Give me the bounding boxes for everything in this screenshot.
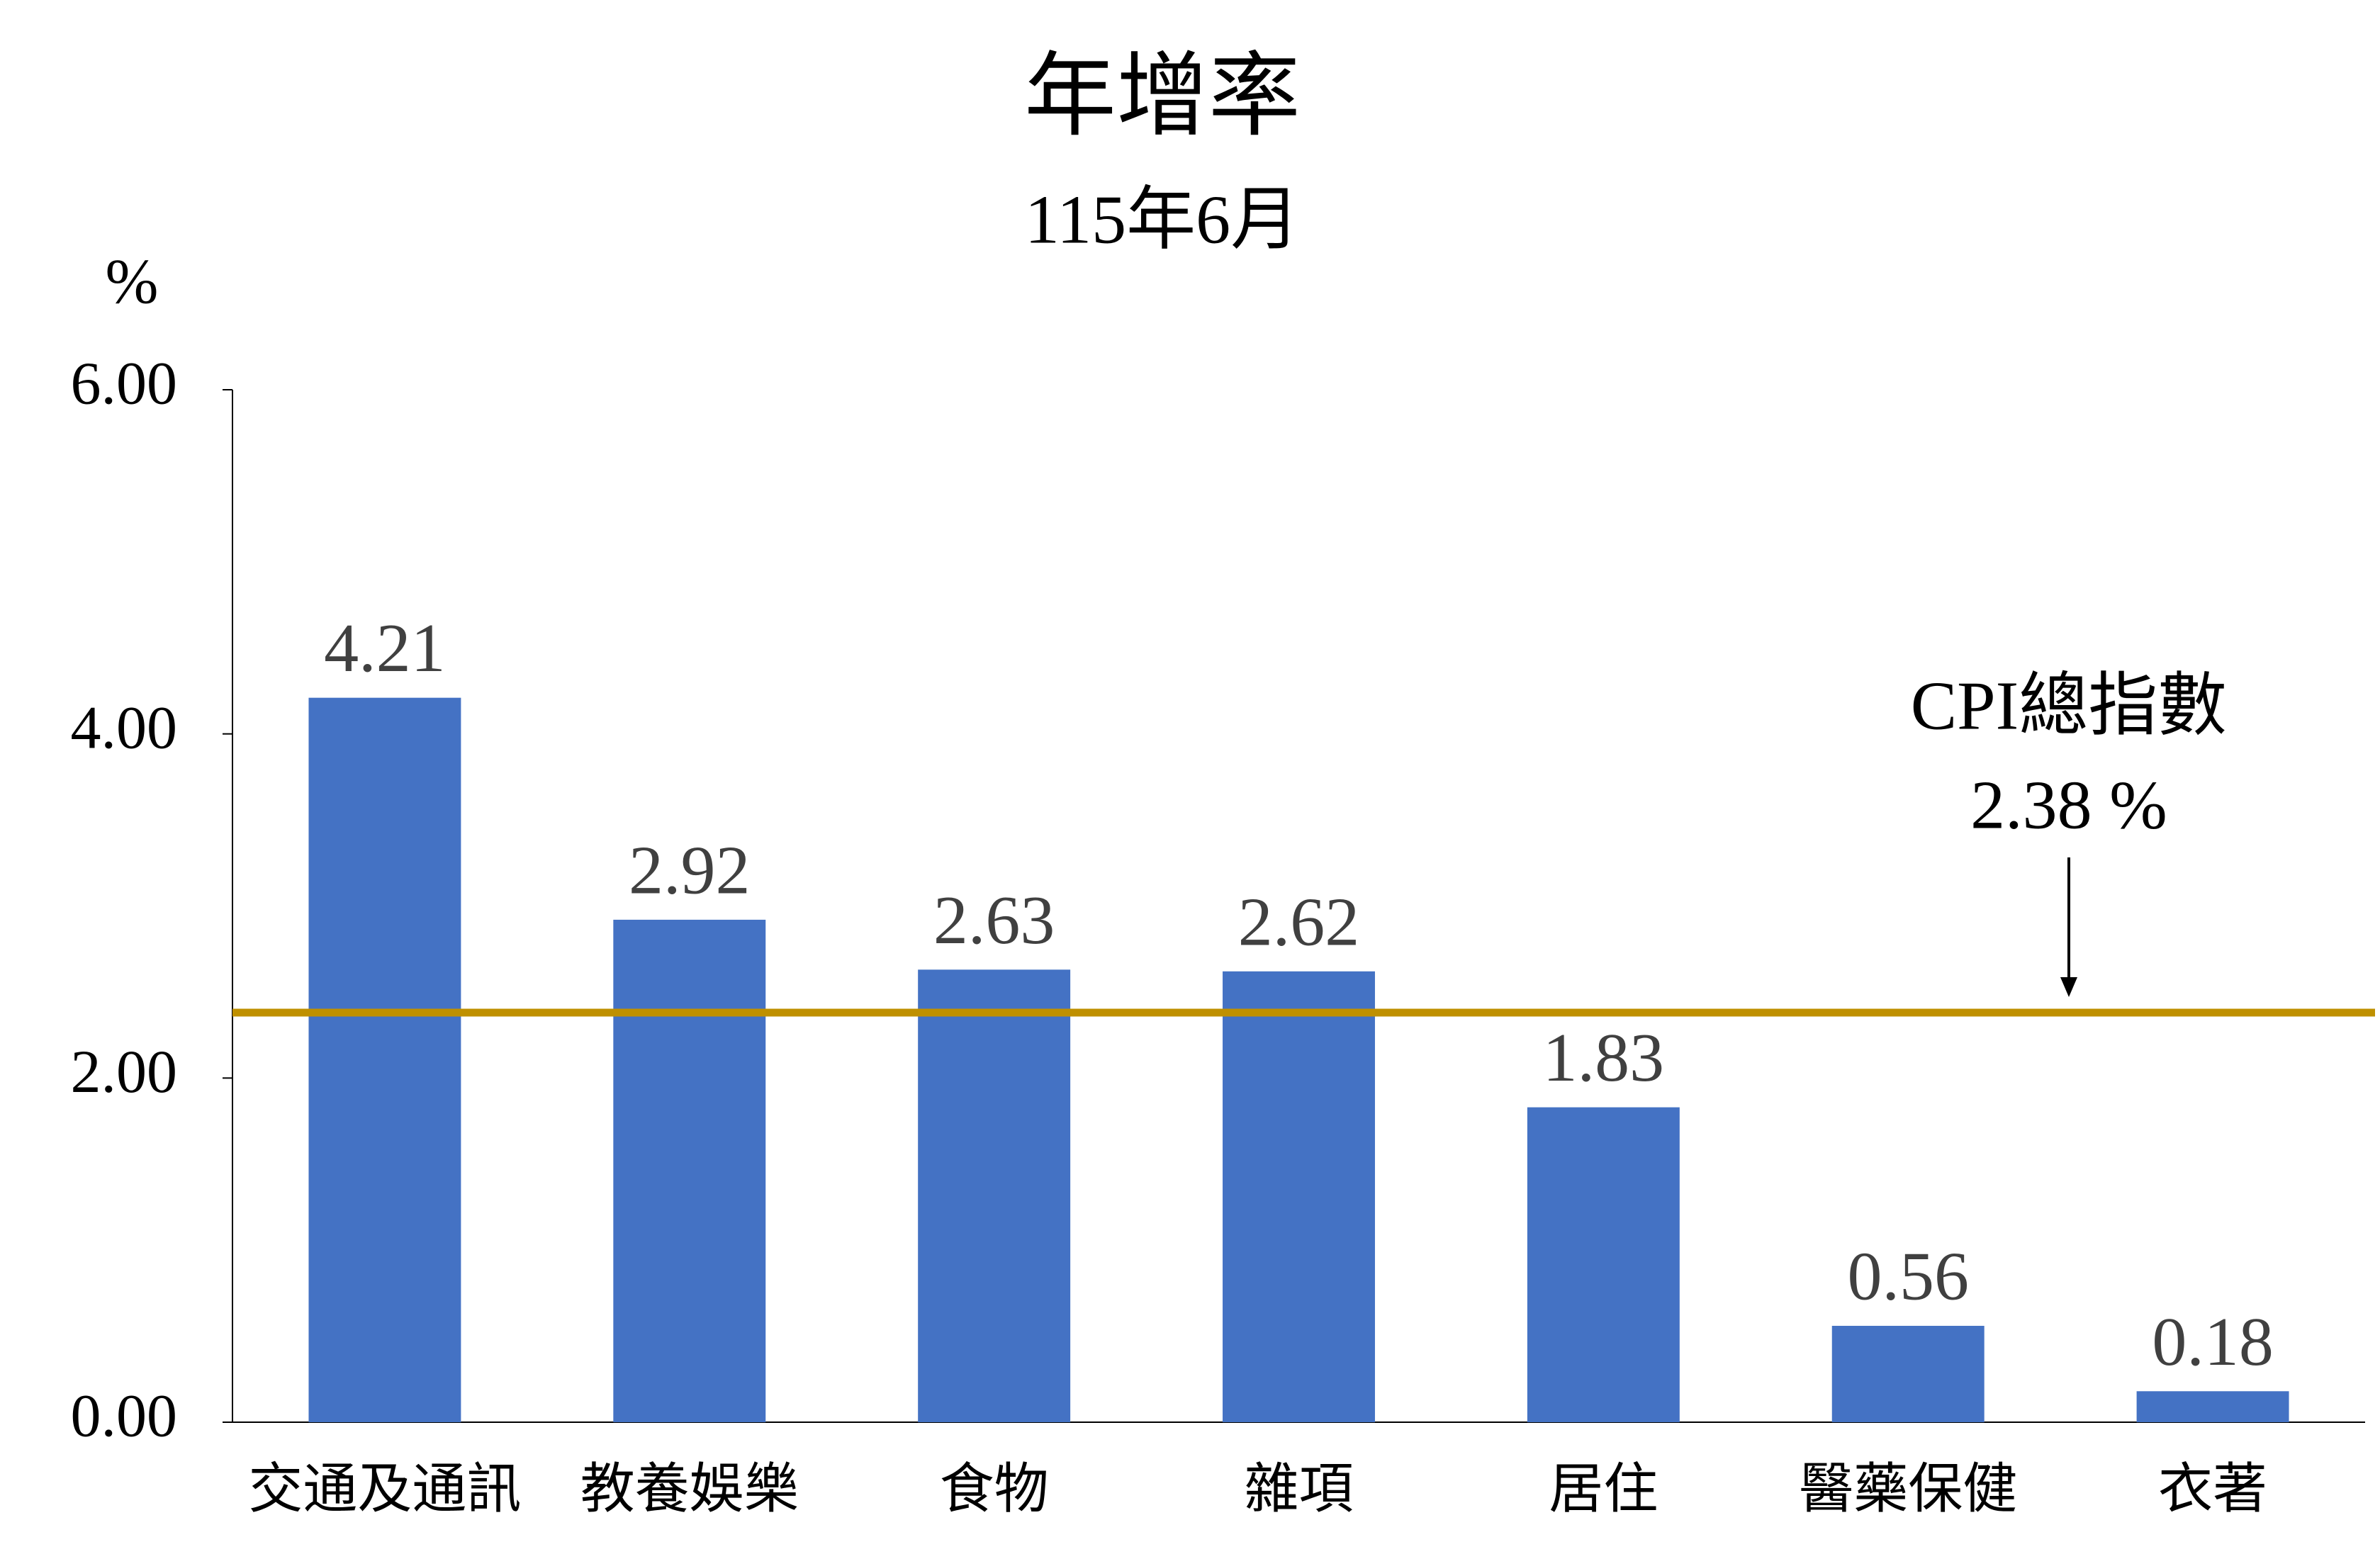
y-tick-label: 6.00 bbox=[71, 349, 178, 417]
reference-label: CPI總指數 bbox=[1911, 668, 2228, 744]
arrow-head bbox=[2060, 977, 2077, 998]
y-axis-unit: % bbox=[106, 247, 159, 317]
bar bbox=[613, 919, 766, 1422]
bar bbox=[1831, 1326, 1985, 1422]
data-label: 2.62 bbox=[1238, 884, 1360, 960]
data-label: 2.63 bbox=[933, 882, 1055, 959]
data-label: 0.18 bbox=[2152, 1304, 2274, 1380]
bar bbox=[308, 697, 461, 1422]
data-label: 2.92 bbox=[629, 832, 751, 908]
bar bbox=[918, 969, 1071, 1422]
data-label: 4.21 bbox=[324, 610, 446, 687]
y-tick-label: 0.00 bbox=[71, 1382, 178, 1450]
bar bbox=[1527, 1107, 1680, 1422]
y-tick-label: 2.00 bbox=[71, 1037, 178, 1105]
data-label: 1.83 bbox=[1543, 1020, 1665, 1096]
x-tick-label: 居住 bbox=[1549, 1459, 1658, 1520]
bar bbox=[2136, 1391, 2289, 1422]
x-tick-label: 雜項 bbox=[1245, 1459, 1354, 1520]
x-tick-label: 交通及通訊 bbox=[248, 1459, 521, 1520]
x-tick-label: 醫藥保健 bbox=[1799, 1459, 2017, 1520]
data-label: 0.56 bbox=[1847, 1238, 1969, 1314]
chart-subtitle: 115年6月 bbox=[1025, 181, 1300, 258]
bar bbox=[1223, 971, 1375, 1422]
x-tick-label: 衣著 bbox=[2158, 1459, 2267, 1520]
x-tick-label: 教養娛樂 bbox=[580, 1459, 799, 1520]
chart-title: 年增率 bbox=[1024, 46, 1301, 148]
x-tick-label: 食物 bbox=[940, 1459, 1049, 1520]
reference-value-label: 2.38 % bbox=[1970, 767, 2167, 843]
y-tick-label: 4.00 bbox=[71, 693, 178, 761]
